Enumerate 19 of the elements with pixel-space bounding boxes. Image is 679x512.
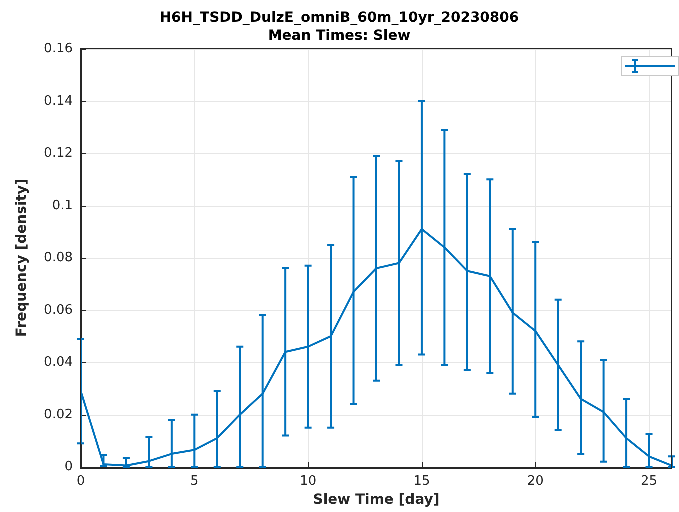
x-tick-label: 25: [640, 474, 658, 490]
x-tick-label: 15: [414, 474, 430, 490]
x-tick-label: 5: [190, 474, 199, 490]
chart-subtitle: Mean Times: Slew: [268, 28, 411, 44]
y-tick-label: 0.04: [44, 355, 73, 370]
y-tick-label: 0.02: [44, 407, 73, 422]
y-tick-label: 0.12: [44, 146, 73, 162]
x-axis-title: Slew Time [day]: [313, 492, 440, 508]
x-tick-label: 10: [300, 474, 317, 490]
x-tick-label: 0: [76, 474, 86, 490]
y-axis-title: Frequency [density]: [14, 179, 30, 338]
chart-title: H6H_TSDD_DulzE_omniB_60m_10yr_20230806: [160, 10, 520, 26]
y-tick-label: 0.08: [44, 250, 73, 266]
y-tick-label: 0.1: [52, 198, 73, 214]
y-tick-label: 0.06: [44, 302, 73, 318]
y-tick-label: 0: [64, 460, 73, 475]
y-tick-label: 0.14: [44, 94, 73, 109]
y-tick-label: 0.16: [44, 42, 73, 56]
x-tick-label: 20: [527, 474, 544, 490]
